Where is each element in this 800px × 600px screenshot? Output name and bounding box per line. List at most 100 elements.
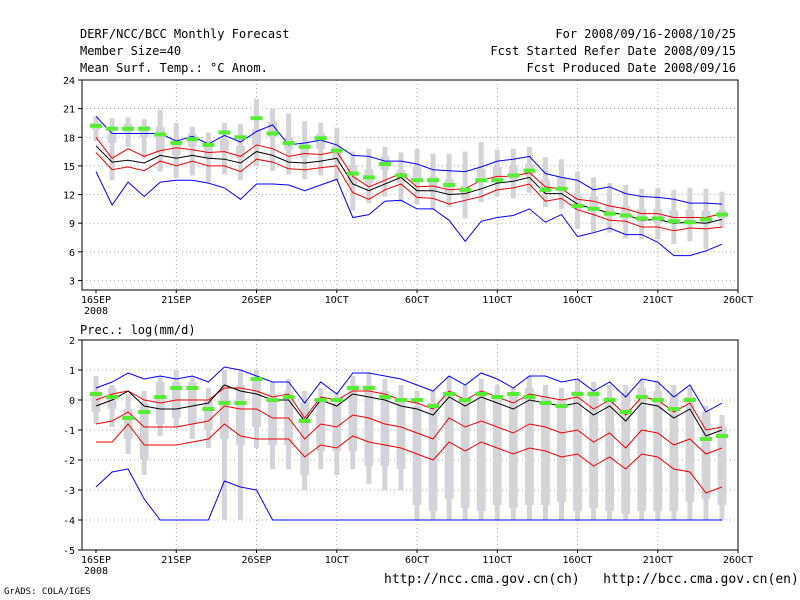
series-max xyxy=(95,115,723,205)
member-mark xyxy=(411,178,424,183)
member-mark xyxy=(619,410,632,414)
member-mark xyxy=(330,148,343,153)
iqr-box xyxy=(428,176,438,192)
member-size: Member Size=40 xyxy=(80,44,182,58)
whisker-bar xyxy=(109,118,115,181)
member-mark xyxy=(699,217,712,222)
member-mark xyxy=(138,410,151,414)
x-tick-label: 6OCT xyxy=(405,555,429,566)
whisker-bar xyxy=(270,108,276,171)
iqr-box xyxy=(107,133,117,143)
iqr-box xyxy=(444,391,454,499)
iqr-box xyxy=(460,185,470,199)
series-min xyxy=(95,468,722,521)
y-tick-label: 0 xyxy=(69,396,75,407)
iqr-box xyxy=(524,388,534,505)
member-mark xyxy=(378,395,391,399)
member-mark xyxy=(427,178,440,183)
member-mark xyxy=(571,204,584,208)
iqr-box xyxy=(508,394,518,508)
x-tick-label: 11OCT xyxy=(482,555,512,566)
member-mark xyxy=(539,401,552,405)
member-mark xyxy=(491,178,504,183)
member-mark xyxy=(507,173,520,178)
member-mark xyxy=(411,398,424,402)
y-tick-label: -1 xyxy=(63,426,75,437)
x-tick-label: 26SEP xyxy=(241,555,271,566)
member-mark xyxy=(154,395,167,399)
member-mark xyxy=(330,398,343,402)
produced-date: Fcst Produced Date 2008/09/16 xyxy=(526,61,736,75)
member-mark xyxy=(651,398,664,402)
member-mark xyxy=(282,395,295,399)
member-mark xyxy=(699,437,712,441)
x-tick-label: 21OCT xyxy=(643,555,673,566)
panel-temp: 16SEP 21SEP 26SEP 1OCT 6OCT 11OCT 16OCT 21OCT 26… xyxy=(63,76,753,317)
member-mark xyxy=(507,392,520,396)
iqr-box xyxy=(428,403,438,511)
member-mark xyxy=(186,137,199,142)
member-mark xyxy=(539,187,552,192)
member-mark xyxy=(394,398,407,402)
series-mean xyxy=(95,145,723,224)
member-mark xyxy=(346,171,359,176)
y-tick-label: -2 xyxy=(63,456,75,467)
chart-title: DERF/NCC/BCC Monthly Forecast xyxy=(80,27,290,41)
start-date: Fcst Started Refer Date 2008/09/15 xyxy=(490,44,736,58)
y-tick-label: -5 xyxy=(63,546,75,557)
member-mark xyxy=(555,404,568,408)
member-mark xyxy=(362,386,375,390)
iqr-box xyxy=(332,145,342,161)
y-tick-label: 9 xyxy=(69,219,75,230)
iqr-box xyxy=(637,388,647,511)
x-tick-label: 16SEP xyxy=(81,295,111,306)
member-mark xyxy=(346,386,359,390)
x-tick-label: 21OCT xyxy=(643,295,673,306)
panel-title: Prec.: log(mm/d) xyxy=(80,323,196,337)
iqr-box xyxy=(492,166,502,183)
series-ens_hi xyxy=(95,136,723,218)
y-tick-label: -3 xyxy=(63,486,75,497)
forecast-period: For 2008/09/16-2008/10/25 xyxy=(555,27,736,41)
member-mark xyxy=(314,398,327,402)
member-mark xyxy=(683,398,696,402)
iqr-box xyxy=(268,394,277,445)
whisker-bar xyxy=(462,151,468,219)
iqr-box xyxy=(492,397,502,505)
member-mark xyxy=(603,398,616,402)
iqr-box xyxy=(557,400,566,502)
y-tick-label: 2 xyxy=(69,336,75,347)
iqr-box xyxy=(252,128,261,145)
member-mark xyxy=(154,132,167,137)
member-mark xyxy=(459,398,472,402)
iqr-box xyxy=(268,122,277,138)
series-ens_hi xyxy=(95,387,723,431)
member-mark xyxy=(635,395,648,399)
member-mark xyxy=(491,395,504,399)
iqr-box xyxy=(412,406,422,505)
member-mark xyxy=(523,168,536,173)
iqr-box xyxy=(139,403,149,460)
member-mark xyxy=(122,126,135,131)
member-mark xyxy=(170,386,183,390)
iqr-box xyxy=(605,205,615,217)
y-tick-label: 18 xyxy=(63,133,75,144)
member-mark xyxy=(90,392,102,396)
member-mark xyxy=(186,386,199,390)
iqr-box xyxy=(348,385,358,451)
member-mark xyxy=(683,220,696,225)
member-mark xyxy=(362,175,375,180)
member-mark xyxy=(266,131,279,136)
iqr-box xyxy=(653,391,663,511)
iqr-box xyxy=(412,166,422,183)
member-mark xyxy=(443,392,456,396)
x-tick-label: 26OCT xyxy=(723,555,753,566)
iqr-box xyxy=(476,168,486,183)
x-tick-label: 6OCT xyxy=(405,295,429,306)
member-mark xyxy=(716,212,728,217)
plot-frame xyxy=(81,79,739,291)
member-mark xyxy=(459,187,472,192)
member-mark xyxy=(202,142,215,147)
iqr-box xyxy=(701,412,711,499)
member-mark xyxy=(122,416,135,420)
